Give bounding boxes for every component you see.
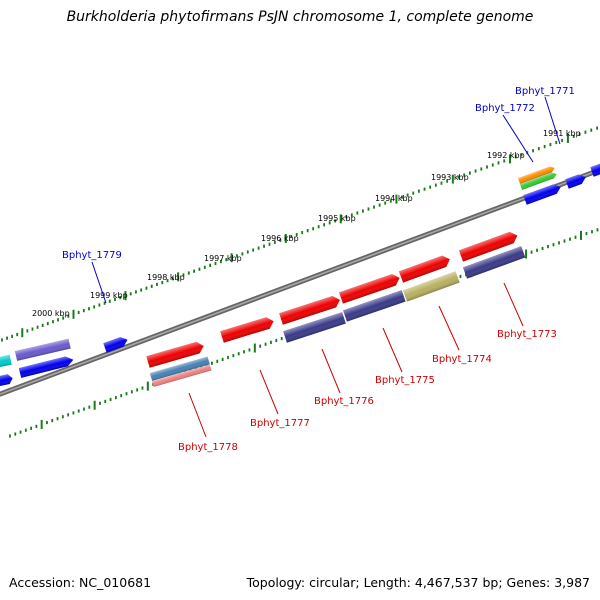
kbp-label: 1994 kbp <box>375 194 413 203</box>
gene-label-bphyt-1773[interactable]: Bphyt_1773 <box>497 329 557 340</box>
kbp-label: 1992 kbp <box>487 151 525 160</box>
gene-arrow-bphyt-1774[interactable] <box>402 271 460 302</box>
gene-label-bphyt-1771[interactable]: Bphyt_1771 <box>515 86 575 97</box>
gene-label-bphyt-1774[interactable]: Bphyt_1774 <box>432 354 492 365</box>
gene-arrow-bphyt-1772[interactable] <box>517 165 556 184</box>
kbp-label: 1999 kbp <box>90 291 128 300</box>
gene-arrow[interactable] <box>590 160 600 177</box>
kbp-label: 1991 kbp <box>543 129 581 138</box>
label-leaders <box>91 96 561 438</box>
gene-arrow[interactable] <box>458 230 519 262</box>
kbp-label: 1993 kbp <box>431 173 469 182</box>
tick-row-top <box>1 126 599 342</box>
gene-arrow[interactable] <box>220 315 275 343</box>
gene-arrow[interactable] <box>279 294 342 325</box>
gene-arrow[interactable] <box>0 373 14 387</box>
gene-arrow[interactable] <box>0 354 12 368</box>
kbp-label: 1996 kbp <box>261 234 299 243</box>
gene-arrow-bphyt-1771[interactable] <box>519 171 558 190</box>
gene-arrow-bphyt-1773[interactable] <box>462 246 526 279</box>
gene-label-bphyt-1777[interactable]: Bphyt_1777 <box>250 418 310 429</box>
map-title: Burkholderia phytofirmans PsJN chromosom… <box>66 9 534 25</box>
kbp-label: 1998 kbp <box>147 273 185 282</box>
genes-bottom-strand <box>146 230 526 387</box>
accession-text: Accession: NC_010681 <box>9 575 152 590</box>
gene-label-bphyt-1776[interactable]: Bphyt_1776 <box>314 396 374 407</box>
kbp-label: 1995 kbp <box>318 214 356 223</box>
gene-arrow-bphyt-1775[interactable] <box>343 290 406 322</box>
gene-arrow[interactable] <box>18 355 75 378</box>
kbp-label: 1997 kbp <box>204 254 242 263</box>
gene-arrow-bphyt-1778[interactable] <box>149 356 210 381</box>
gene-arrow-bphyt-1779[interactable] <box>14 338 71 361</box>
genome-summary-text: Topology: circular; Length: 4,467,537 bp… <box>246 575 590 590</box>
gene-arrow-bphyt-1776[interactable] <box>283 312 346 343</box>
kbp-labels: 1991 kbp 1992 kbp 1993 kbp 1994 kbp 1995… <box>32 129 581 318</box>
gene-label-bphyt-1779[interactable]: Bphyt_1779 <box>62 250 122 261</box>
gene-arrow[interactable] <box>152 364 212 387</box>
gene-label-bphyt-1772[interactable]: Bphyt_1772 <box>475 103 535 114</box>
gene-labels: Bphyt_1771 Bphyt_1772 Bphyt_1779 Bphyt_1… <box>62 86 575 453</box>
gene-label-bphyt-1778[interactable]: Bphyt_1778 <box>178 442 238 453</box>
gene-arrow[interactable] <box>565 172 587 189</box>
gene-arrow[interactable] <box>339 272 402 304</box>
genes-top-strand <box>0 160 600 387</box>
gene-arrow[interactable] <box>103 335 129 353</box>
gene-label-bphyt-1775[interactable]: Bphyt_1775 <box>375 375 435 386</box>
gene-arrow[interactable] <box>398 254 452 283</box>
gene-arrow[interactable] <box>523 182 562 205</box>
kbp-label: 2000 kbp <box>32 309 70 318</box>
gene-arrow[interactable] <box>146 340 205 368</box>
